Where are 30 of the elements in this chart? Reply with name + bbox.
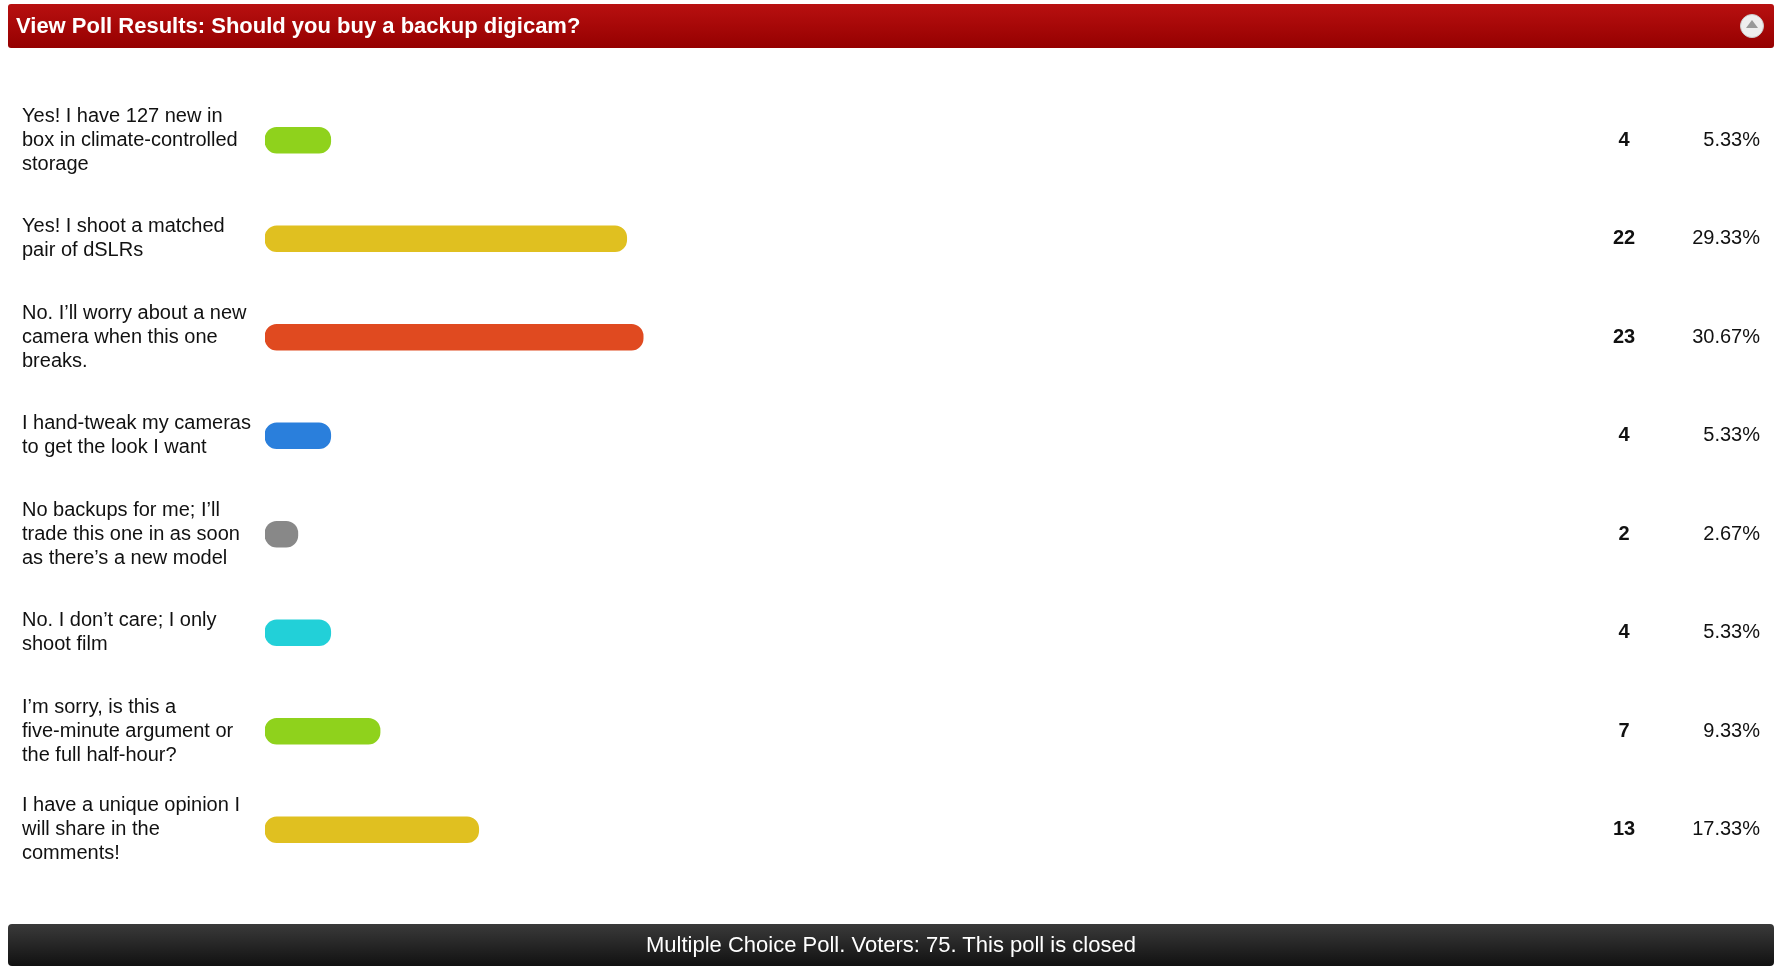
- text: 5.33%: [1703, 423, 1761, 446]
- bar: [264, 717, 381, 745]
- y-tick-label: Yes! I shoot a matched pair of dSLRs: [22, 214, 225, 261]
- data-label: 4: [1618, 620, 1631, 643]
- chart-title: View Poll Results: Should you buy a backup digicam?: [16, 13, 581, 38]
- y-tick-label: Yes! I have 127 new in box in climate-controlled storage: [22, 103, 238, 174]
- data-label: 4: [1618, 127, 1631, 150]
- text: 17.33%: [1692, 817, 1761, 840]
- text: 30.67%: [1692, 324, 1761, 347]
- bar: [264, 816, 480, 844]
- bar: [264, 323, 644, 351]
- text: Multiple Choice Poll. Voters: 75. This poll is closed: [8, 924, 1774, 966]
- data-label: 2: [1618, 521, 1630, 544]
- y-tick-label: No backups for me; I’ll trade this one in as soon as there’s a new model: [22, 497, 240, 568]
- text: 5.33%: [1703, 127, 1761, 150]
- y-tick-label: No. I don’t care; I only shoot film: [22, 608, 217, 655]
- data-label: 23: [1612, 324, 1636, 347]
- text: 2.67%: [1703, 521, 1761, 544]
- text: 5.33%: [1703, 620, 1761, 643]
- text: 29.33%: [1692, 226, 1761, 249]
- y-tick-label: I hand-tweak my cameras to get the look I want: [22, 411, 251, 458]
- data-label: 4: [1618, 423, 1631, 446]
- bar: [264, 225, 628, 253]
- y-tick-label: I’m sorry, is this a five-minute argument or the full half-hour?: [22, 694, 234, 765]
- data-label: 13: [1612, 817, 1636, 840]
- y-tick-label: No. I’ll worry about a new camera when this one breaks.: [22, 300, 248, 371]
- data-label: 7: [1618, 718, 1630, 741]
- data-label: 22: [1612, 226, 1636, 249]
- y-tick-label: I have a unique opinion I will share in the comments!: [21, 793, 240, 864]
- text: 9.33%: [1703, 718, 1761, 741]
